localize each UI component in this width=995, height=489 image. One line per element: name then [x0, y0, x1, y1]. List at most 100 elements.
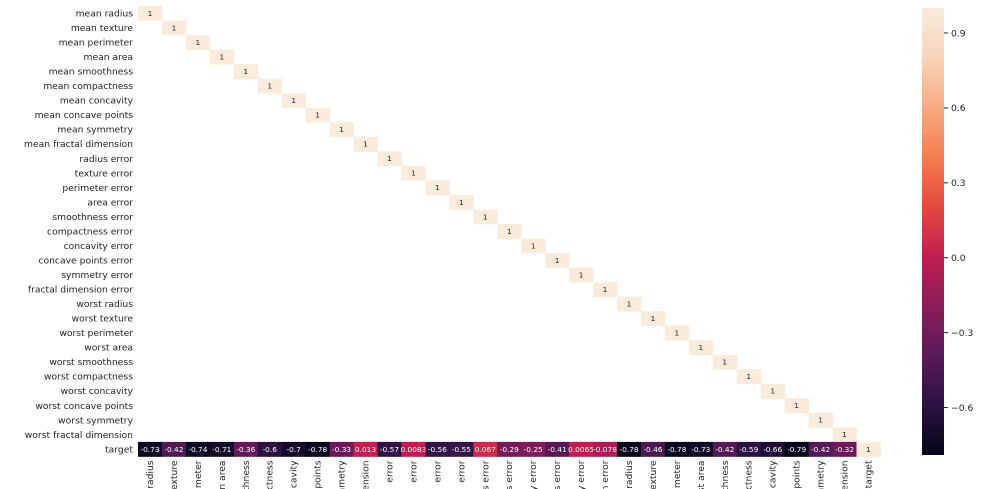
heatmap-cell-30-30: [856, 441, 881, 457]
heatmap-cell-30-6: [281, 441, 307, 457]
heatmap-cell-30-26: [760, 441, 786, 457]
heatmap-cell-value-30-1: -0.42: [164, 445, 183, 454]
heatmap-cell-value-30-26: -0.66: [763, 445, 782, 454]
row-label-worst-area: worst area: [84, 343, 133, 354]
col-label-14: s error: [480, 460, 491, 489]
heatmap-cell-9-9: [353, 136, 378, 152]
col-label-20: radius: [624, 460, 635, 489]
heatmap-cell-value-30-16: -0.25: [524, 445, 543, 454]
heatmap-cell-value-30-5: -0.6: [263, 445, 278, 454]
heatmap-cell-value-0-0: 1: [148, 9, 153, 18]
col-label-10: error: [384, 460, 395, 482]
row-label-symmetry-error: symmetry error: [61, 270, 133, 281]
row-label-fractal-dimension-error: fractal dimension error: [28, 285, 133, 296]
heatmap-cell-24-24: [712, 354, 738, 370]
col-label-11: error: [408, 460, 419, 482]
heatmap-cell-value-30-18: 0.0065: [568, 445, 594, 454]
heatmap-cell-30-7: [305, 441, 330, 457]
heatmap-cell-8-8: [329, 122, 354, 138]
heatmap-cell-value-30-19: -0.078: [593, 445, 617, 454]
col-label-21: exture: [648, 460, 659, 489]
row-label-worst-symmetry: worst symmetry: [58, 415, 133, 426]
heatmap-cell-value-30-15: -0.29: [500, 445, 519, 454]
row-label-mean-concave-points: mean concave points: [35, 110, 134, 121]
heatmap-cell-value-30-9: 0.013: [355, 445, 376, 454]
row-label-compactness-error: compactness error: [47, 226, 133, 237]
heatmap-cell-2-2: [185, 35, 211, 50]
heatmap-cell-19-19: [593, 282, 618, 297]
row-label-mean-smoothness: mean smoothness: [49, 67, 134, 78]
heatmap-cell-value-11-11: 1: [411, 169, 416, 178]
heatmap-cell-value-18-18: 1: [579, 270, 584, 279]
heatmap-cell-value-15-15: 1: [507, 227, 512, 236]
heatmap-cell-value-22-22: 1: [675, 329, 680, 338]
heatmap-cell-30-24: [712, 441, 738, 457]
heatmap-cell-value-21-21: 1: [651, 314, 656, 323]
heatmap-cell-30-27: [784, 441, 809, 457]
col-label-2: meter: [193, 460, 204, 488]
heatmap-cell-value-17-17: 1: [555, 256, 560, 265]
col-label-0: radius: [145, 460, 156, 489]
heatmap-cell-30-16: [521, 441, 546, 457]
col-label-1: exture: [169, 460, 180, 489]
heatmap-cell-1-1: [161, 20, 187, 36]
row-label-concave-points-error: concave points error: [38, 255, 133, 266]
heatmap-cell-25-25: [736, 369, 762, 385]
heatmap-cell-30-29: [832, 441, 857, 457]
heatmap-cell-30-15: [497, 441, 522, 457]
heatmap-cell-value-19-19: 1: [603, 285, 608, 294]
heatmap-cell-value-6-6: 1: [291, 96, 296, 105]
heatmap-cell-value-30-12: -0.56: [428, 445, 447, 454]
heatmap-cell-value-2-2: 1: [196, 38, 201, 47]
heatmap-cell-value-30-23: -0.73: [691, 445, 710, 454]
heatmap-cell-30-9: [353, 441, 378, 457]
heatmap-cell-value-30-8: -0.33: [332, 445, 351, 454]
row-label-worst-compactness: worst compactness: [44, 372, 133, 383]
heatmap-cell-30-18: [569, 441, 594, 457]
row-label-perimeter-error: perimeter error: [62, 183, 133, 194]
heatmap-cell-value-27-27: 1: [794, 401, 799, 410]
heatmap-cell-value-8-8: 1: [339, 125, 344, 134]
heatmap-cell-30-21: [640, 441, 666, 457]
row-label-target: target: [105, 444, 133, 455]
col-label-22: meter: [672, 460, 683, 488]
col-label-7: points: [313, 460, 324, 488]
col-label-27: points: [792, 460, 803, 488]
heatmap-cell-value-30-30: 1: [866, 445, 871, 454]
heatmap-cell-18-18: [569, 267, 594, 283]
heatmap-cell-11-11: [401, 165, 426, 181]
heatmap-cell-29-29: [832, 427, 857, 443]
colorbar: [922, 8, 944, 455]
heatmap-cell-value-30-20: -0.78: [619, 445, 638, 454]
col-label-17: s error: [552, 460, 563, 489]
row-label-mean-perimeter: mean perimeter: [59, 38, 134, 49]
row-label-concavity-error: concavity error: [64, 241, 134, 252]
heatmap-cell-value-14-14: 1: [483, 212, 488, 221]
heatmap-cell-30-1: [161, 441, 187, 457]
heatmap-cell-value-30-17: -0.41: [548, 445, 567, 454]
heatmap-cell-27-27: [784, 398, 809, 414]
col-label-6: cavity: [289, 460, 300, 488]
heatmap-cell-30-17: [545, 441, 570, 457]
col-label-4: othness: [241, 460, 252, 489]
row-label-worst-smoothness: worst smoothness: [49, 357, 133, 368]
heatmap-cell-value-30-14: 0.067: [475, 445, 496, 454]
heatmap-cell-value-28-28: 1: [818, 416, 823, 425]
heatmap-cell-30-25: [736, 441, 762, 457]
heatmap-cell-value-9-9: 1: [363, 140, 368, 149]
colorbar-tick-label-5: −0.6: [951, 403, 973, 414]
row-label-worst-perimeter: worst perimeter: [59, 328, 133, 339]
row-label-smoothness-error: smoothness error: [52, 212, 133, 223]
heatmap-cell-30-23: [688, 441, 714, 457]
heatmap-cell-value-30-28: -0.42: [811, 445, 830, 454]
heatmap-cell-12-12: [425, 180, 450, 196]
heatmap-cell-value-13-13: 1: [459, 198, 464, 207]
heatmap-cell-value-16-16: 1: [531, 241, 536, 250]
heatmap-cell-value-30-13: -0.55: [452, 445, 471, 454]
col-label-25: ctness: [744, 460, 755, 489]
col-label-8: mmetry: [337, 460, 348, 489]
heatmap-cell-value-30-27: -0.79: [787, 445, 806, 454]
heatmap-cell-value-20-20: 1: [627, 299, 632, 308]
heatmap-cell-4-4: [233, 64, 259, 80]
